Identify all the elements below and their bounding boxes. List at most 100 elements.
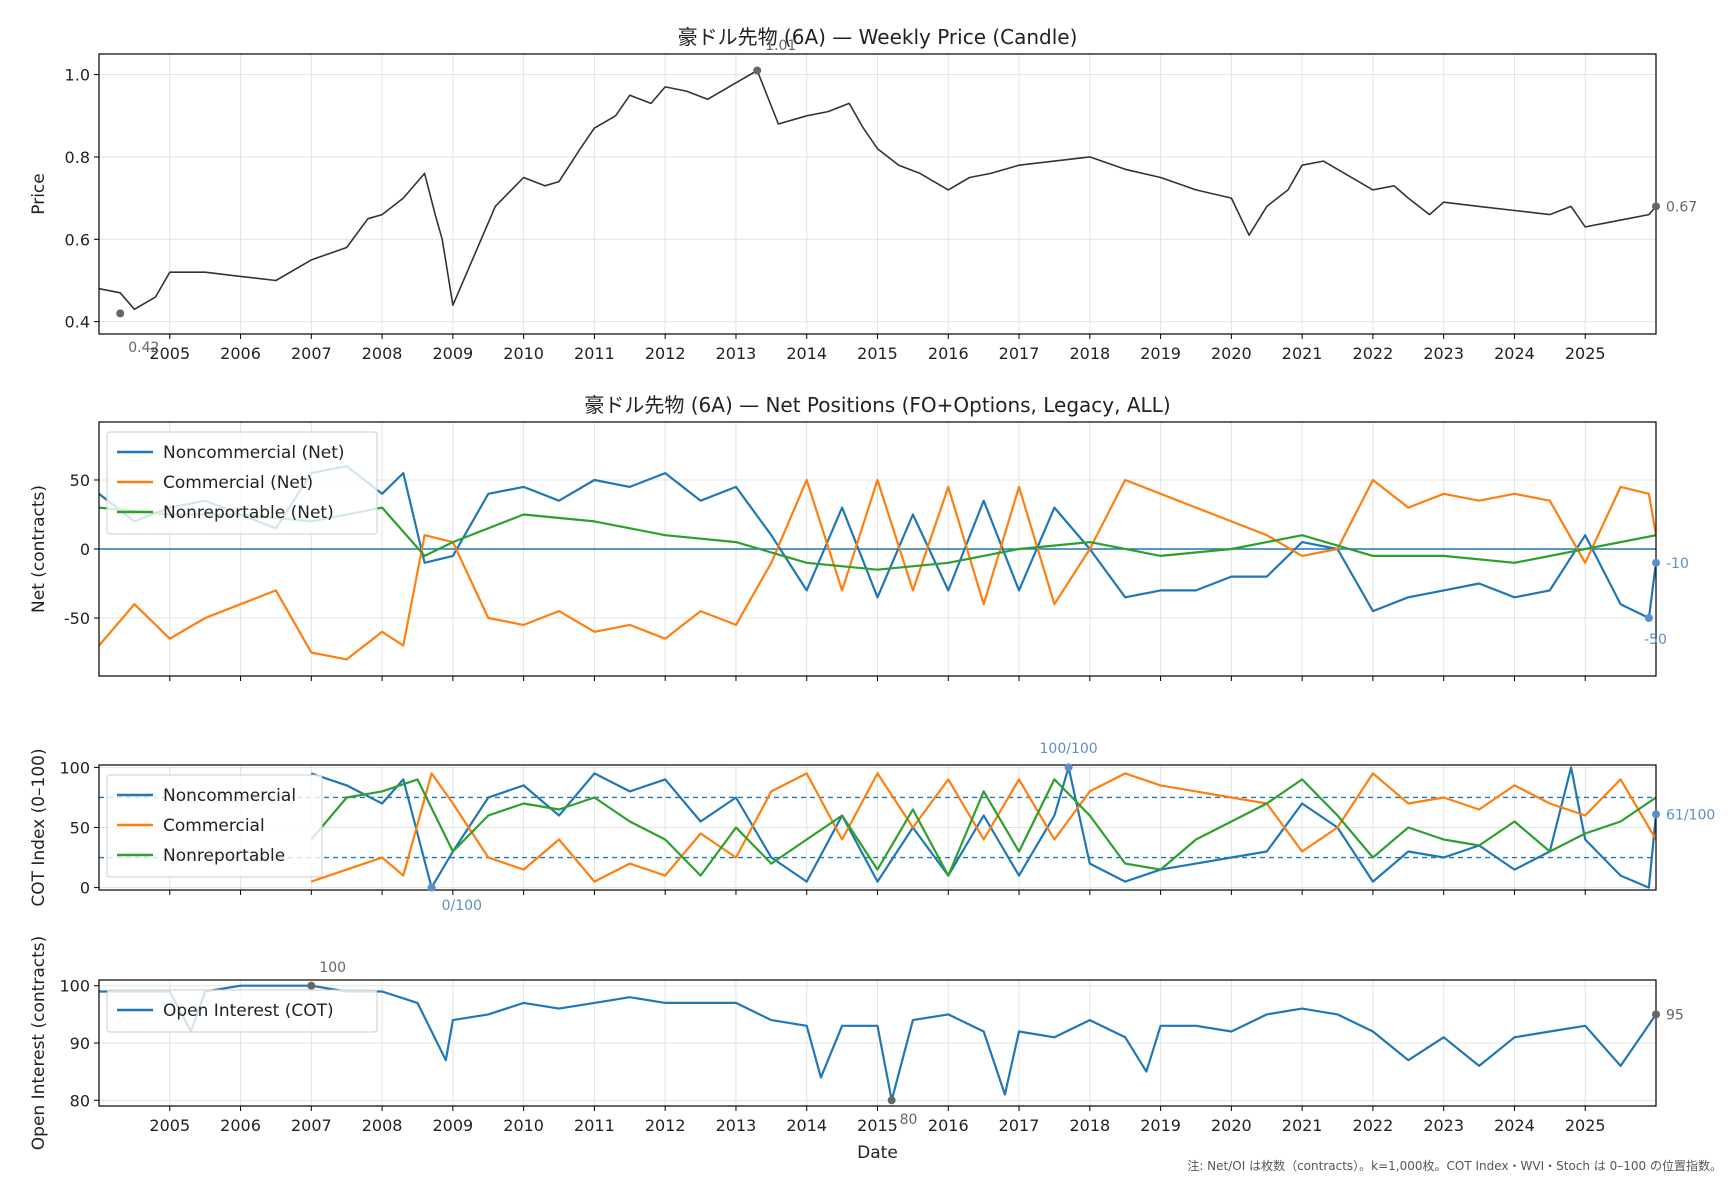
x-tick-label: 2024	[1494, 344, 1535, 363]
legend-label: Commercial	[163, 816, 265, 836]
x-tick-label: 2008	[362, 344, 403, 363]
x-tick-label: 2006	[220, 1116, 261, 1135]
y-tick-label: 50	[70, 819, 90, 838]
annotation-marker	[1064, 763, 1073, 772]
panel-title: 豪ドル先物 (6A) — Weekly Price (Candle)	[678, 25, 1078, 49]
y-tick-label: 80	[70, 1091, 90, 1110]
y-tick-label: 0	[80, 879, 90, 898]
x-tick-label: 2015	[857, 344, 898, 363]
x-tick-label: 2017	[999, 344, 1040, 363]
annotation-label: 0.67	[1666, 199, 1697, 215]
y-axis-label: Net (contracts)	[29, 485, 49, 613]
annotation-label: 95	[1666, 1007, 1684, 1023]
panel-title: 豪ドル先物 (6A) — Net Positions (FO+Options, …	[584, 393, 1170, 417]
legend-label: Commercial (Net)	[163, 473, 313, 493]
series-group	[310, 766, 1656, 889]
x-tick-label: 2007	[291, 1116, 332, 1135]
x-tick-label: 2011	[574, 1116, 615, 1135]
panel-price: 0.4 0.6 0.8 1.0 2005 2006 2007 2008 2009 2010 2011…	[29, 25, 1697, 363]
y-tick-label: 1.0	[65, 66, 90, 85]
x-tick-label: 2008	[362, 1116, 403, 1135]
legend-label: Noncommercial (Net)	[163, 443, 345, 463]
annotation-label: 61/100	[1666, 807, 1715, 823]
x-tick-label: 2016	[928, 1116, 969, 1135]
y-tick-label: 0	[80, 540, 90, 559]
annotation-marker	[1644, 614, 1653, 623]
series-group	[99, 69, 1656, 311]
y-tick-label: 0.8	[65, 148, 90, 167]
annotation-marker	[753, 66, 762, 75]
legend-box	[106, 431, 378, 535]
annotation-label: 0.42	[128, 340, 159, 356]
annotation-label: 100/100	[1040, 741, 1098, 757]
y-axis-label: Open Interest (contracts)	[29, 936, 49, 1150]
x-tick-label: 2010	[503, 344, 544, 363]
x-tick-label: 2020	[1211, 1116, 1252, 1135]
x-tick-label: 2021	[1282, 344, 1323, 363]
annotation-marker	[427, 883, 436, 892]
x-tick-label: 2007	[291, 344, 332, 363]
x-tick-label: 2023	[1423, 1116, 1464, 1135]
y-tick-label: 50	[70, 471, 90, 490]
x-tick-label: 2013	[716, 1116, 757, 1135]
y-tick-label: 100	[59, 977, 90, 996]
x-tick-label: 2023	[1423, 344, 1464, 363]
legend-box	[106, 774, 323, 878]
x-tick-label: 2014	[786, 1116, 827, 1135]
annotation-label: 80	[900, 1112, 918, 1128]
y-axis-label: Price	[29, 173, 49, 214]
panel-net: -50 0 50 豪ドル先物 (6A) — Net Positions (FO+Opt…	[29, 393, 1689, 681]
x-tick-label: 2006	[220, 344, 261, 363]
series-line-commercial-net	[99, 478, 1656, 661]
annotation-marker	[1652, 810, 1660, 819]
axes-frame	[98, 53, 1657, 335]
x-tick-label: 2022	[1353, 344, 1394, 363]
x-tick-label: 2018	[1069, 344, 1110, 363]
x-tick-label: 2018	[1069, 1116, 1110, 1135]
annotation-marker	[887, 1096, 896, 1105]
annotation-marker	[1652, 202, 1660, 211]
x-tick-label: 2013	[716, 344, 757, 363]
annotation-marker	[307, 981, 316, 990]
panel-cot_index: 0 50 100 COT Index (0–100) 100/100 0/100 61/10…	[29, 741, 1715, 914]
y-axis-label: COT Index (0–100)	[29, 748, 49, 906]
x-tick-label: 2025	[1565, 1116, 1606, 1135]
legend-box	[106, 989, 378, 1033]
x-tick-label: 2012	[645, 344, 686, 363]
legend-label: Nonreportable (Net)	[163, 503, 334, 523]
y-tick-label: -50	[64, 609, 90, 628]
x-tick-label: 2019	[1140, 344, 1181, 363]
x-tick-label: 2005	[149, 344, 190, 363]
legend-label: Nonreportable	[163, 846, 285, 866]
x-tick-label: 2009	[433, 344, 474, 363]
x-tick-label: 2016	[928, 344, 969, 363]
annotation-label: 1.01	[765, 38, 796, 54]
legend-label: Noncommercial	[163, 786, 296, 806]
legend-label: Open Interest (COT)	[163, 1001, 334, 1021]
annotation-label: 0/100	[442, 898, 482, 914]
y-tick-label: 0.4	[65, 313, 90, 332]
x-tick-label: 2005	[149, 1116, 190, 1135]
series-line-commercial	[310, 772, 1656, 883]
x-tick-label: 2022	[1353, 1116, 1394, 1135]
x-axis-label: Date	[857, 1143, 898, 1163]
axes-frame	[98, 979, 1657, 1107]
annotation-label: 100	[319, 960, 346, 976]
axes-frame	[98, 764, 1657, 891]
annotation-label: -10	[1666, 556, 1689, 572]
annotation-marker	[116, 309, 125, 318]
x-tick-label: 2017	[999, 1116, 1040, 1135]
footnote: 注: Net/OI は枚数（contracts）。k=1,000枚。COT In…	[1187, 1159, 1722, 1173]
x-tick-label: 2010	[503, 1116, 544, 1135]
annotation-label: -50	[1644, 632, 1667, 648]
annotation-marker	[1652, 558, 1660, 567]
x-tick-label: 2015	[857, 1116, 898, 1135]
x-tick-label: 2020	[1211, 344, 1252, 363]
panel-open_interest: 80 90 100 2005 2006 2007 2008 2009 2010 2011 2012 2…	[29, 936, 1684, 1163]
annotation-marker	[1652, 1010, 1660, 1019]
y-tick-label: 0.6	[65, 230, 90, 249]
x-tick-label: 2009	[433, 1116, 474, 1135]
x-tick-label: 2012	[645, 1116, 686, 1135]
x-tick-label: 2025	[1565, 344, 1606, 363]
